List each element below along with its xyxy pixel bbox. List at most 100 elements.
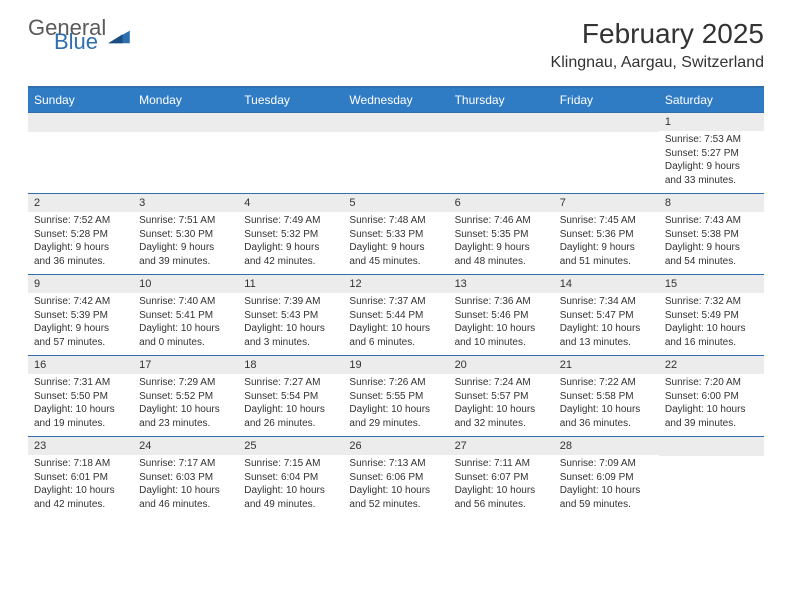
day-cell: 23Sunrise: 7:18 AMSunset: 6:01 PMDayligh… bbox=[28, 437, 133, 518]
sunset-text: Sunset: 5:33 PM bbox=[349, 228, 442, 242]
day-details: Sunrise: 7:24 AMSunset: 5:57 PMDaylight:… bbox=[449, 374, 554, 436]
sunrise-text: Sunrise: 7:18 AM bbox=[34, 457, 127, 471]
day-number: 25 bbox=[238, 437, 343, 455]
day-cell: 18Sunrise: 7:27 AMSunset: 5:54 PMDayligh… bbox=[238, 356, 343, 437]
empty-day-num bbox=[554, 113, 659, 132]
sunrise-text: Sunrise: 7:32 AM bbox=[665, 295, 758, 309]
day-number: 12 bbox=[343, 275, 448, 293]
sunrise-text: Sunrise: 7:53 AM bbox=[665, 133, 758, 147]
daylight-text: Daylight: 9 hours bbox=[34, 322, 127, 336]
sunrise-text: Sunrise: 7:46 AM bbox=[455, 214, 548, 228]
daylight-text: Daylight: 10 hours bbox=[244, 322, 337, 336]
empty-day-num bbox=[659, 437, 764, 456]
day-header-monday: Monday bbox=[133, 88, 238, 113]
day-details: Sunrise: 7:27 AMSunset: 5:54 PMDaylight:… bbox=[238, 374, 343, 436]
day-header-friday: Friday bbox=[554, 88, 659, 113]
sunset-text: Sunset: 5:32 PM bbox=[244, 228, 337, 242]
day-cell: 12Sunrise: 7:37 AMSunset: 5:44 PMDayligh… bbox=[343, 275, 448, 356]
day-number: 5 bbox=[343, 194, 448, 212]
day-number: 2 bbox=[28, 194, 133, 212]
day-details: Sunrise: 7:36 AMSunset: 5:46 PMDaylight:… bbox=[449, 293, 554, 355]
day-details: Sunrise: 7:18 AMSunset: 6:01 PMDaylight:… bbox=[28, 455, 133, 517]
day-cell: 4Sunrise: 7:49 AMSunset: 5:32 PMDaylight… bbox=[238, 194, 343, 275]
sunset-text: Sunset: 5:46 PM bbox=[455, 309, 548, 323]
day-header-thursday: Thursday bbox=[449, 88, 554, 113]
daylight-text: Daylight: 10 hours bbox=[455, 484, 548, 498]
sunrise-text: Sunrise: 7:52 AM bbox=[34, 214, 127, 228]
daylight-text: and 26 minutes. bbox=[244, 417, 337, 431]
day-number: 24 bbox=[133, 437, 238, 455]
daylight-text: and 57 minutes. bbox=[34, 336, 127, 350]
day-details: Sunrise: 7:43 AMSunset: 5:38 PMDaylight:… bbox=[659, 212, 764, 274]
day-cell bbox=[659, 437, 764, 518]
day-cell: 20Sunrise: 7:24 AMSunset: 5:57 PMDayligh… bbox=[449, 356, 554, 437]
sunset-text: Sunset: 5:57 PM bbox=[455, 390, 548, 404]
day-details: Sunrise: 7:40 AMSunset: 5:41 PMDaylight:… bbox=[133, 293, 238, 355]
day-details: Sunrise: 7:42 AMSunset: 5:39 PMDaylight:… bbox=[28, 293, 133, 355]
day-details: Sunrise: 7:52 AMSunset: 5:28 PMDaylight:… bbox=[28, 212, 133, 274]
daylight-text: and 29 minutes. bbox=[349, 417, 442, 431]
day-number: 26 bbox=[343, 437, 448, 455]
title-block: February 2025 Klingnau, Aargau, Switzerl… bbox=[551, 18, 764, 72]
day-number: 15 bbox=[659, 275, 764, 293]
day-details: Sunrise: 7:31 AMSunset: 5:50 PMDaylight:… bbox=[28, 374, 133, 436]
sunrise-text: Sunrise: 7:22 AM bbox=[560, 376, 653, 390]
day-cell bbox=[554, 113, 659, 194]
day-details: Sunrise: 7:29 AMSunset: 5:52 PMDaylight:… bbox=[133, 374, 238, 436]
day-number: 7 bbox=[554, 194, 659, 212]
sunrise-text: Sunrise: 7:13 AM bbox=[349, 457, 442, 471]
week-row: 9Sunrise: 7:42 AMSunset: 5:39 PMDaylight… bbox=[28, 275, 764, 356]
day-details: Sunrise: 7:22 AMSunset: 5:58 PMDaylight:… bbox=[554, 374, 659, 436]
day-cell: 22Sunrise: 7:20 AMSunset: 6:00 PMDayligh… bbox=[659, 356, 764, 437]
day-number: 8 bbox=[659, 194, 764, 212]
day-cell: 28Sunrise: 7:09 AMSunset: 6:09 PMDayligh… bbox=[554, 437, 659, 518]
sunset-text: Sunset: 5:28 PM bbox=[34, 228, 127, 242]
daylight-text: Daylight: 10 hours bbox=[139, 403, 232, 417]
day-details: Sunrise: 7:46 AMSunset: 5:35 PMDaylight:… bbox=[449, 212, 554, 274]
day-number: 23 bbox=[28, 437, 133, 455]
day-details: Sunrise: 7:49 AMSunset: 5:32 PMDaylight:… bbox=[238, 212, 343, 274]
sunrise-text: Sunrise: 7:20 AM bbox=[665, 376, 758, 390]
day-cell: 27Sunrise: 7:11 AMSunset: 6:07 PMDayligh… bbox=[449, 437, 554, 518]
sunset-text: Sunset: 5:54 PM bbox=[244, 390, 337, 404]
day-cell: 19Sunrise: 7:26 AMSunset: 5:55 PMDayligh… bbox=[343, 356, 448, 437]
daylight-text: and 46 minutes. bbox=[139, 498, 232, 512]
daylight-text: Daylight: 10 hours bbox=[139, 322, 232, 336]
day-details: Sunrise: 7:13 AMSunset: 6:06 PMDaylight:… bbox=[343, 455, 448, 517]
daylight-text: and 59 minutes. bbox=[560, 498, 653, 512]
sunset-text: Sunset: 5:52 PM bbox=[139, 390, 232, 404]
day-details: Sunrise: 7:51 AMSunset: 5:30 PMDaylight:… bbox=[133, 212, 238, 274]
day-details: Sunrise: 7:11 AMSunset: 6:07 PMDaylight:… bbox=[449, 455, 554, 517]
daylight-text: Daylight: 9 hours bbox=[139, 241, 232, 255]
daylight-text: and 48 minutes. bbox=[455, 255, 548, 269]
day-cell: 16Sunrise: 7:31 AMSunset: 5:50 PMDayligh… bbox=[28, 356, 133, 437]
day-cell: 26Sunrise: 7:13 AMSunset: 6:06 PMDayligh… bbox=[343, 437, 448, 518]
day-details: Sunrise: 7:20 AMSunset: 6:00 PMDaylight:… bbox=[659, 374, 764, 436]
sunset-text: Sunset: 6:03 PM bbox=[139, 471, 232, 485]
sunset-text: Sunset: 5:49 PM bbox=[665, 309, 758, 323]
day-cell: 14Sunrise: 7:34 AMSunset: 5:47 PMDayligh… bbox=[554, 275, 659, 356]
daylight-text: and 10 minutes. bbox=[455, 336, 548, 350]
day-details: Sunrise: 7:39 AMSunset: 5:43 PMDaylight:… bbox=[238, 293, 343, 355]
sunrise-text: Sunrise: 7:34 AM bbox=[560, 295, 653, 309]
day-details: Sunrise: 7:15 AMSunset: 6:04 PMDaylight:… bbox=[238, 455, 343, 517]
daylight-text: and 49 minutes. bbox=[244, 498, 337, 512]
day-cell: 25Sunrise: 7:15 AMSunset: 6:04 PMDayligh… bbox=[238, 437, 343, 518]
month-title: February 2025 bbox=[551, 18, 764, 50]
sunset-text: Sunset: 5:36 PM bbox=[560, 228, 653, 242]
day-cell bbox=[449, 113, 554, 194]
daylight-text: Daylight: 10 hours bbox=[139, 484, 232, 498]
day-details: Sunrise: 7:53 AMSunset: 5:27 PMDaylight:… bbox=[659, 131, 764, 193]
sunrise-text: Sunrise: 7:31 AM bbox=[34, 376, 127, 390]
day-number: 19 bbox=[343, 356, 448, 374]
sunset-text: Sunset: 5:39 PM bbox=[34, 309, 127, 323]
day-number: 21 bbox=[554, 356, 659, 374]
day-details: Sunrise: 7:32 AMSunset: 5:49 PMDaylight:… bbox=[659, 293, 764, 355]
sunrise-text: Sunrise: 7:49 AM bbox=[244, 214, 337, 228]
day-number: 13 bbox=[449, 275, 554, 293]
daylight-text: and 42 minutes. bbox=[244, 255, 337, 269]
day-cell: 8Sunrise: 7:43 AMSunset: 5:38 PMDaylight… bbox=[659, 194, 764, 275]
day-cell bbox=[28, 113, 133, 194]
sunrise-text: Sunrise: 7:27 AM bbox=[244, 376, 337, 390]
sunset-text: Sunset: 5:41 PM bbox=[139, 309, 232, 323]
